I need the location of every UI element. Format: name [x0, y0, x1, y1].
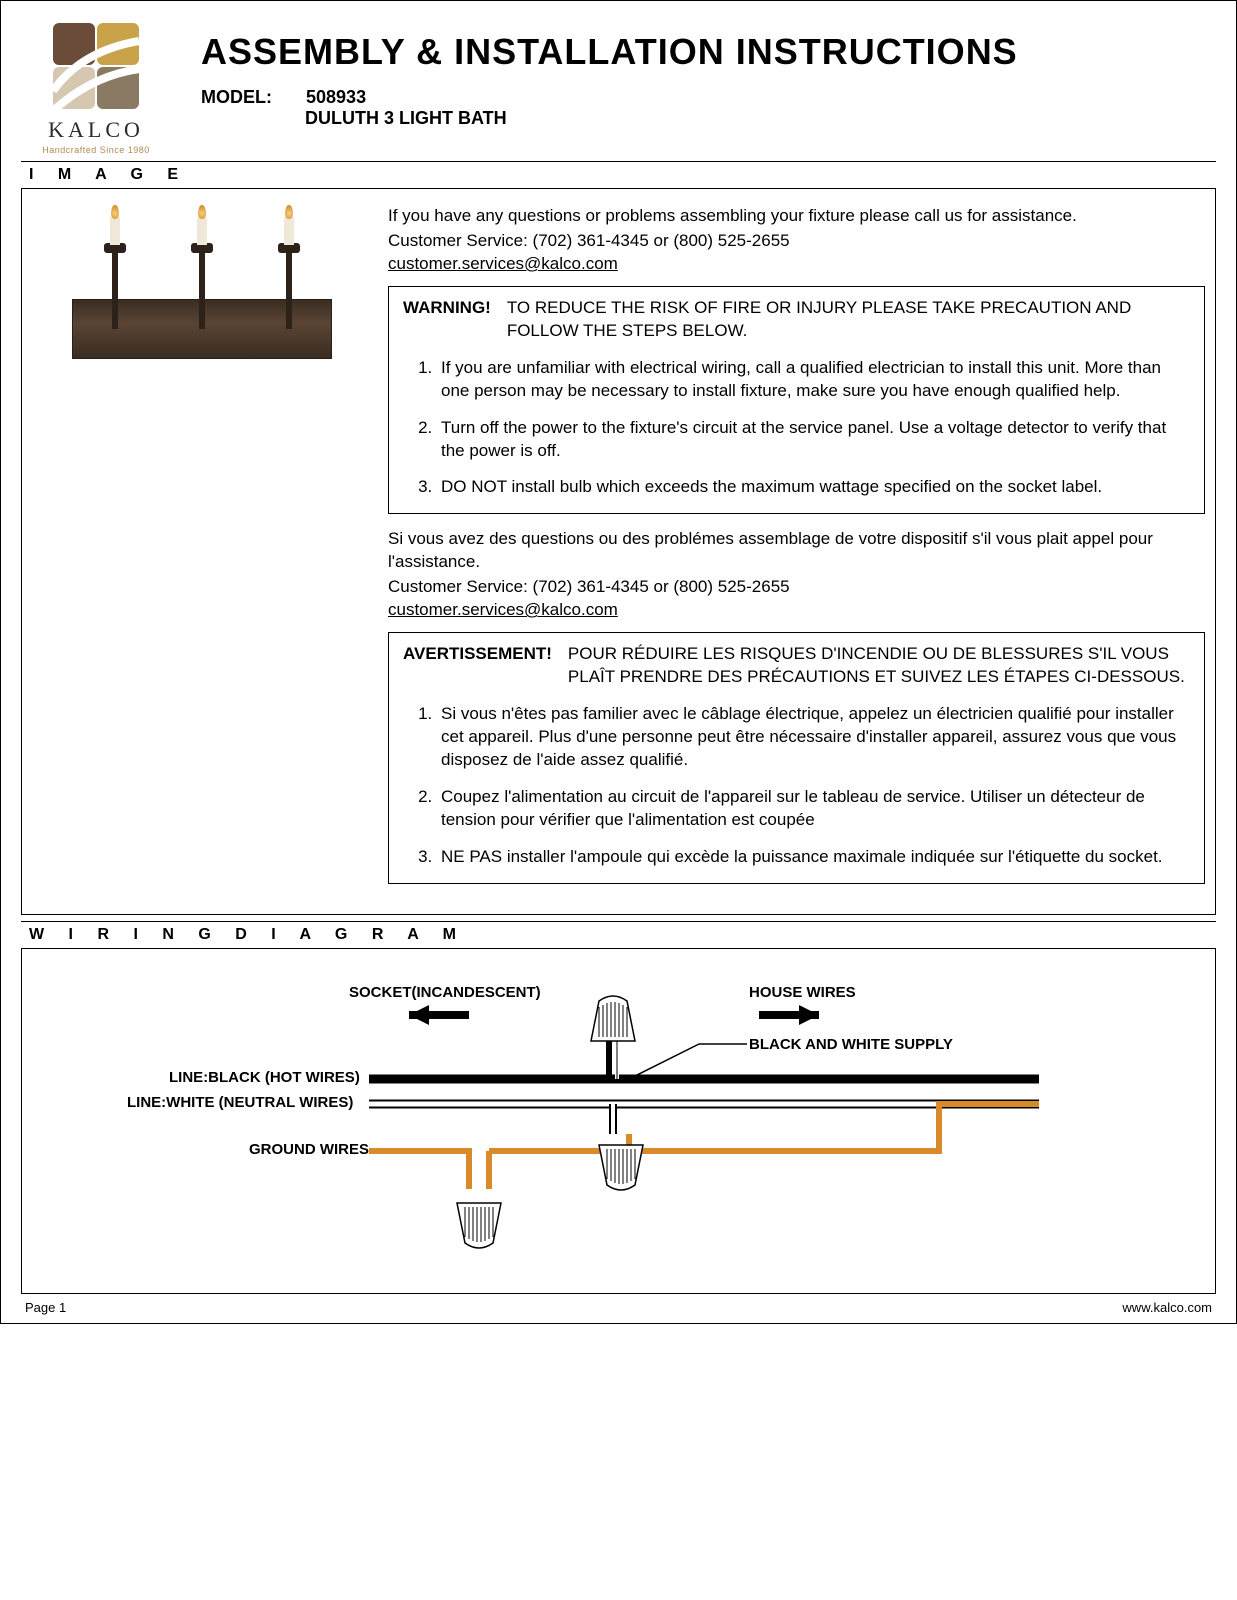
warning-box-en: WARNING! TO REDUCE THE RISK OF FIRE OR I…: [388, 286, 1205, 515]
product-fixture-icon: [72, 229, 332, 389]
label-hot: LINE:BLACK (HOT WIRES): [169, 1069, 360, 1086]
arrow-right-icon: [759, 1005, 819, 1025]
wire-nut-top-icon: [591, 996, 635, 1041]
title-block: ASSEMBLY & INSTALLATION INSTRUCTIONS MOD…: [171, 21, 1216, 129]
intro-en: If you have any questions or problems as…: [388, 205, 1205, 228]
brand-logo-block: KALCO Handcrafted Since 1980: [21, 21, 171, 155]
email-fr[interactable]: customer.services@kalco.com: [388, 600, 618, 619]
section-header-wiring: W I R I N G D I A G R A M: [21, 921, 1216, 949]
step-en-3: DO NOT install bulb which exceeds the ma…: [437, 476, 1190, 499]
label-ground: GROUND WIRES: [249, 1141, 369, 1158]
product-image-column: [22, 189, 382, 914]
step-en-2: Turn off the power to the fixture's circ…: [437, 417, 1190, 463]
model-number: 508933: [306, 87, 366, 107]
warning-label-fr: AVERTISSEMENT!: [403, 643, 552, 689]
warning-steps-en: If you are unfamiliar with electrical wi…: [403, 357, 1190, 500]
brand-logo-icon: [51, 21, 141, 111]
service-line-fr: Customer Service: (702) 361-4345 or (800…: [388, 576, 1205, 599]
image-section: If you have any questions or problems as…: [21, 189, 1216, 915]
wire-nut-middle-icon: [599, 1145, 643, 1190]
footer: Page 1 www.kalco.com: [21, 1294, 1216, 1315]
warning-steps-fr: Si vous n'êtes pas familier avec le câbl…: [403, 703, 1190, 869]
step-fr-2: Coupez l'alimentation au circuit de l'ap…: [437, 786, 1190, 832]
brand-name: KALCO: [21, 117, 171, 143]
model-label: MODEL:: [201, 87, 301, 108]
service-line-en: Customer Service: (702) 361-4345 or (800…: [388, 230, 1205, 253]
model-description: DULUTH 3 LIGHT BATH: [305, 108, 1216, 129]
instructions-column: If you have any questions or problems as…: [382, 189, 1215, 914]
step-en-1: If you are unfamiliar with electrical wi…: [437, 357, 1190, 403]
step-fr-3: NE PAS installer l'ampoule qui excède la…: [437, 846, 1190, 869]
email-en[interactable]: customer.services@kalco.com: [388, 254, 618, 273]
intro-fr: Si vous avez des questions ou des problé…: [388, 528, 1205, 574]
step-fr-1: Si vous n'êtes pas familier avec le câbl…: [437, 703, 1190, 772]
model-row: MODEL: 508933: [201, 87, 1216, 108]
header: KALCO Handcrafted Since 1980 ASSEMBLY & …: [21, 21, 1216, 155]
page-title: ASSEMBLY & INSTALLATION INSTRUCTIONS: [201, 31, 1216, 73]
warning-text-en: TO REDUCE THE RISK OF FIRE OR INJURY PLE…: [491, 297, 1190, 343]
label-supply: BLACK AND WHITE SUPPLY: [749, 1036, 953, 1053]
wire-nut-ground-icon: [457, 1203, 501, 1248]
section-header-image: I M A G E: [21, 161, 1216, 189]
wiring-diagram-icon: SOCKET(INCANDESCENT) HOUSE WIRES BLACK A…: [69, 969, 1169, 1269]
footer-page: Page 1: [25, 1300, 66, 1315]
label-house: HOUSE WIRES: [749, 984, 856, 1001]
arrow-left-icon: [409, 1005, 469, 1025]
footer-url: www.kalco.com: [1122, 1300, 1212, 1315]
page: KALCO Handcrafted Since 1980 ASSEMBLY & …: [0, 0, 1237, 1324]
label-neutral: LINE:WHITE (NEUTRAL WIRES): [127, 1094, 353, 1111]
warning-box-fr: AVERTISSEMENT! POUR RÉDUIRE LES RISQUES …: [388, 632, 1205, 884]
label-socket: SOCKET(INCANDESCENT): [349, 984, 541, 1001]
wiring-diagram-section: SOCKET(INCANDESCENT) HOUSE WIRES BLACK A…: [21, 949, 1216, 1294]
warning-label-en: WARNING!: [403, 297, 491, 343]
brand-tagline: Handcrafted Since 1980: [21, 145, 171, 155]
warning-text-fr: POUR RÉDUIRE LES RISQUES D'INCENDIE OU D…: [552, 643, 1190, 689]
